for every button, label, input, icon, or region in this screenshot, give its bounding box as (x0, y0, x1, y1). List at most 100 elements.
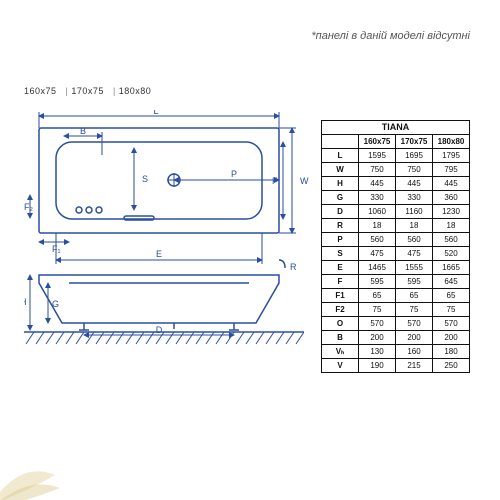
row-label: F1 (322, 289, 359, 303)
table-cell: 160 (396, 345, 433, 359)
table-col-header: 180x80 (433, 135, 470, 149)
technical-diagram: L B S P W F F₂ F₁ (24, 110, 314, 340)
svg-text:E: E (156, 249, 162, 259)
table-cell: 1665 (433, 261, 470, 275)
row-label: P (322, 233, 359, 247)
table-row: V190215250 (322, 359, 470, 373)
svg-text:W: W (300, 176, 309, 186)
table-cell: 75 (359, 303, 396, 317)
row-label: V (322, 359, 359, 373)
table-row: P560560560 (322, 233, 470, 247)
table-row: B200200200 (322, 331, 470, 345)
row-label: O (322, 317, 359, 331)
table-cell: 570 (359, 317, 396, 331)
table-header-row: 160x75 170x75 180x80 (322, 135, 470, 149)
decorative-swoosh (0, 420, 80, 500)
table-row: O570570570 (322, 317, 470, 331)
table-cell: 200 (396, 331, 433, 345)
svg-text:F₂: F₂ (24, 202, 33, 212)
table-cell: 130 (359, 345, 396, 359)
row-label: Vₕ (322, 345, 359, 359)
table-row: F1656565 (322, 289, 470, 303)
table-cell: 645 (433, 275, 470, 289)
table-row: W750750795 (322, 163, 470, 177)
table-cell: 250 (433, 359, 470, 373)
table-cell: 595 (359, 275, 396, 289)
table-cell: 65 (359, 289, 396, 303)
table-cell: 750 (396, 163, 433, 177)
floor-hatching (24, 330, 304, 350)
table-cell: 18 (359, 219, 396, 233)
table-cell: 1695 (396, 149, 433, 163)
table-cell: 445 (433, 177, 470, 191)
table-cell: 75 (396, 303, 433, 317)
table-cell: 570 (433, 317, 470, 331)
row-label: D (322, 205, 359, 219)
svg-text:S: S (142, 174, 148, 184)
table-row: F2757575 (322, 303, 470, 317)
table-row: S475475520 (322, 247, 470, 261)
table-corner-cell (322, 135, 359, 149)
svg-text:H: H (24, 297, 27, 307)
table-cell: 215 (396, 359, 433, 373)
table-col-header: 160x75 (359, 135, 396, 149)
table-cell: 795 (433, 163, 470, 177)
row-label: L (322, 149, 359, 163)
table-cell: 445 (359, 177, 396, 191)
table-cell: 1060 (359, 205, 396, 219)
table-cell: 1795 (433, 149, 470, 163)
table-cell: 595 (396, 275, 433, 289)
svg-text:R: R (290, 262, 297, 272)
row-label: B (322, 331, 359, 345)
row-label: G (322, 191, 359, 205)
table-cell: 475 (359, 247, 396, 261)
table-cell: 360 (433, 191, 470, 205)
table-row: L159516951795 (322, 149, 470, 163)
size-options: 160x75 170x75 180x80 (24, 86, 157, 96)
table-cell: 180 (433, 345, 470, 359)
svg-text:P: P (231, 169, 237, 179)
table-row: H445445445 (322, 177, 470, 191)
table-cell: 75 (433, 303, 470, 317)
table-cell: 330 (396, 191, 433, 205)
table-cell: 475 (396, 247, 433, 261)
row-label: F (322, 275, 359, 289)
row-label: R (322, 219, 359, 233)
table-cell: 18 (396, 219, 433, 233)
table-cell: 65 (433, 289, 470, 303)
table-title: TIANA (322, 121, 470, 135)
row-label: H (322, 177, 359, 191)
table-row: R181818 (322, 219, 470, 233)
table-cell: 1230 (433, 205, 470, 219)
row-label: S (322, 247, 359, 261)
table-cell: 200 (359, 331, 396, 345)
size-option: 160x75 (24, 86, 57, 96)
table-cell: 190 (359, 359, 396, 373)
table-row: E146515551665 (322, 261, 470, 275)
table-cell: 200 (433, 331, 470, 345)
row-label: W (322, 163, 359, 177)
table-cell: 1555 (396, 261, 433, 275)
size-option: 170x75 (66, 86, 104, 96)
table-cell: 560 (359, 233, 396, 247)
table-cell: 330 (359, 191, 396, 205)
table-cell: 570 (396, 317, 433, 331)
specs-table: TIANA 160x75 170x75 180x80 L159516951795… (321, 120, 470, 373)
table-row: D106011601230 (322, 205, 470, 219)
table-col-header: 170x75 (396, 135, 433, 149)
table-body: L159516951795W750750795H445445445G330330… (322, 149, 470, 373)
svg-text:G: G (52, 299, 59, 309)
svg-text:B: B (80, 126, 86, 136)
table-row: G330330360 (322, 191, 470, 205)
table-cell: 560 (396, 233, 433, 247)
table-cell: 750 (359, 163, 396, 177)
table-cell: 560 (433, 233, 470, 247)
note-missing-panels: *панелі в даній моделі відсутні (311, 30, 470, 42)
row-label: F2 (322, 303, 359, 317)
table-cell: 445 (396, 177, 433, 191)
svg-text:L: L (153, 110, 158, 116)
row-label: E (322, 261, 359, 275)
svg-text:F: F (272, 176, 278, 186)
table-cell: 65 (396, 289, 433, 303)
table-row: F595595645 (322, 275, 470, 289)
